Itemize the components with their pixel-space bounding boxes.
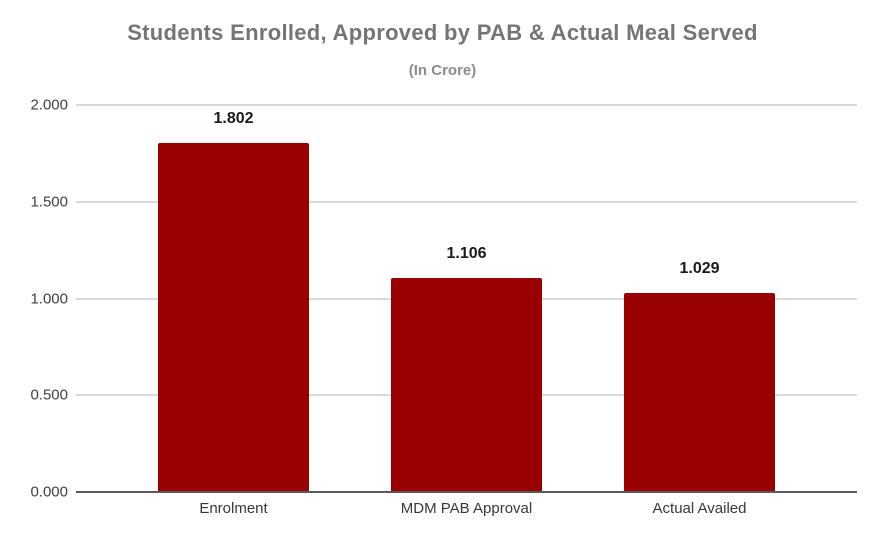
gridline — [76, 104, 857, 106]
bar-value-label: 1.802 — [213, 110, 254, 128]
chart-subtitle: (In Crore) — [408, 62, 477, 79]
x-category-label: Enrolment — [199, 500, 268, 517]
y-tick-label: 2.000 — [30, 96, 68, 114]
gridline — [76, 200, 857, 203]
bar — [391, 278, 542, 492]
bar-slot: 1.029 — [624, 260, 775, 492]
bar-value-label: 1.029 — [679, 259, 720, 277]
plot-area: 1.802 1.106 1.029 — [76, 104, 857, 493]
bar-slot: 1.106 — [391, 245, 542, 492]
x-axis: Enrolment MDM PAB Approval Actual Availed — [76, 500, 857, 517]
chart-title: Students Enrolled, Approved by PAB & Act… — [127, 20, 758, 45]
bar-value-label: 1.106 — [446, 245, 487, 262]
bar — [158, 143, 309, 492]
y-axis: 0.000 0.500 1.000 1.500 2.000 — [0, 97, 68, 501]
x-category-label: MDM PAB Approval — [400, 500, 533, 517]
y-tick-label: 0.500 — [30, 386, 68, 404]
axis-baseline — [76, 491, 857, 493]
bars-container: 1.802 1.106 1.029 — [76, 105, 857, 492]
y-tick-label: 0.000 — [30, 483, 68, 501]
bar-slot: 1.802 — [158, 110, 309, 492]
y-tick-label: 1.500 — [30, 193, 68, 211]
bar — [624, 292, 775, 492]
x-category-label: Actual Availed — [652, 500, 747, 517]
y-tick-label: 1.000 — [30, 290, 68, 307]
